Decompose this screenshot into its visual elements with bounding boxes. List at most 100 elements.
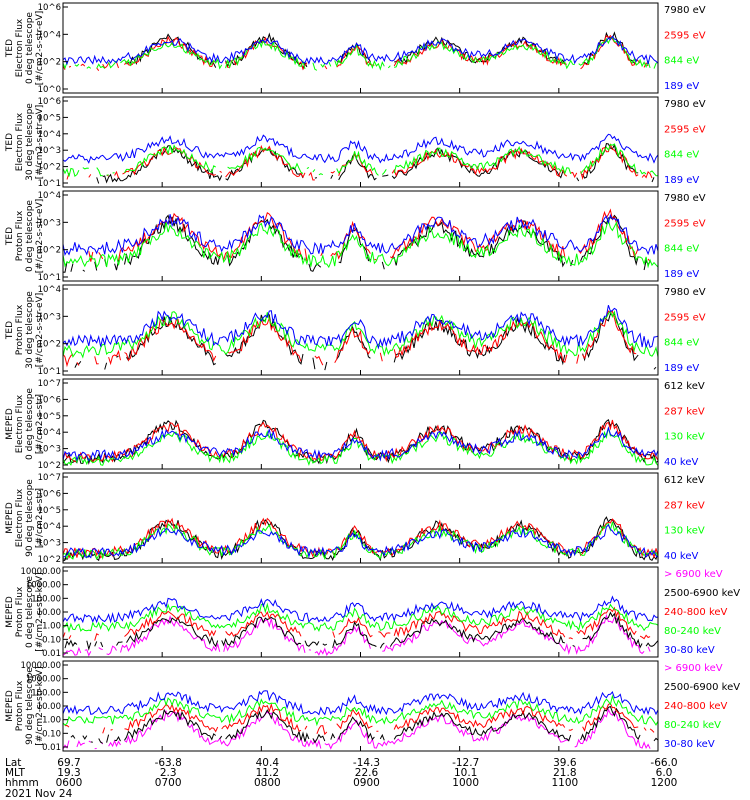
panel-7: 0.01 0.10 1.00 10.00 100.00 1000.00 10000.00 ME…: [5, 566, 740, 659]
footer-mlt-value: 6.0: [656, 767, 673, 779]
y-tick-label: 10^6: [38, 97, 61, 107]
series-trace-4: [62, 213, 659, 257]
series-trace-2: [64, 611, 659, 651]
y-axis-label: [#/cm2-s-str-eV]: [35, 293, 45, 368]
panel-1: 10^0 10^2 10^4 10^6 TED Electron Flux 0 deg te…: [5, 2, 706, 95]
y-tick-label: 10.00: [37, 608, 61, 618]
legend-entry: 844 eV: [664, 244, 699, 255]
legend-entry: 130 keV: [664, 526, 705, 537]
panel-6: 10^2 10^3 10^4 10^5 10^6 10^7 MEPED Electron Fl…: [5, 472, 705, 565]
legend-entry: 2595 eV: [664, 312, 706, 323]
legend-entry: 7980 eV: [664, 287, 706, 298]
series-trace-4: [62, 133, 659, 164]
legend-entry: 2500-6900 keV: [664, 588, 740, 599]
legend-entry: 240-800 keV: [664, 607, 728, 618]
y-tick-label: 10^1: [38, 273, 61, 283]
y-tick-label: 10^2: [38, 163, 61, 173]
legend-entry: > 6900 keV: [664, 663, 723, 674]
y-axis-label: [#/cm2-s-str-eV]: [35, 199, 45, 274]
y-tick-label: 10^5: [38, 412, 61, 422]
y-axis-label: [#/cm2-s-str]: [35, 488, 45, 548]
series-trace-3: [62, 521, 659, 561]
series-trace-4: [62, 305, 659, 350]
y-tick-label: 10^2: [38, 340, 61, 350]
y-tick-label: 1000.00: [26, 675, 61, 685]
y-axis-label: 0 deg telescope: [25, 576, 35, 648]
y-tick-label: 10^3: [38, 312, 61, 322]
y-tick-label: 10000.00: [20, 567, 61, 577]
y-tick-label: 10^1: [38, 367, 61, 377]
series-trace-1: [97, 144, 658, 184]
legend-entry: 189 eV: [664, 175, 699, 186]
y-tick-label: 10^7: [38, 379, 61, 389]
y-tick-label: 10^3: [38, 218, 61, 228]
series-trace-4: [62, 602, 659, 633]
y-axis-label: TED: [5, 227, 15, 246]
footer-hhmm-value: 0700: [155, 777, 182, 789]
footer-mlt-value: 21.8: [553, 767, 576, 779]
y-tick-label: 10^5: [38, 113, 61, 123]
legend-entry: 30-80 keV: [664, 739, 715, 750]
y-axis-label: MEPED: [5, 690, 15, 722]
series-trace-2: [70, 705, 659, 744]
y-axis-label: 90 deg telescope: [25, 667, 35, 745]
panel-2: 10^1 10^2 10^3 10^4 10^5 10^6 TED Electron Flux…: [5, 96, 706, 189]
y-tick-label: 1000.00: [26, 581, 61, 591]
y-axis-label: Electron Flux: [15, 112, 25, 171]
footer-lat-value: -66.0: [650, 757, 677, 769]
y-tick-label: 10^6: [38, 489, 61, 499]
panel-5: 10^2 10^3 10^4 10^5 10^6 10^7 MEPED Electron Fl…: [5, 378, 705, 471]
legend-entry: 130 keV: [664, 432, 705, 443]
y-axis-label: Proton Flux: [15, 586, 25, 637]
legend-entry: 7980 eV: [664, 193, 706, 204]
legend-entry: 844 eV: [664, 56, 699, 67]
y-tick-label: 100.00: [31, 594, 61, 604]
legend-entry: 2500-6900 keV: [664, 682, 740, 693]
legend-entry: 40 keV: [664, 551, 698, 562]
legend-entry: 2595 eV: [664, 218, 706, 229]
footer-mlt-value: 19.3: [57, 767, 80, 779]
footer-row-label-lat: Lat: [5, 757, 21, 769]
footer-row-label-mlt: MLT: [5, 767, 25, 779]
y-axis-label: TED: [5, 321, 15, 340]
y-axis-label: [#/cm2-s-str-keV]: [35, 572, 45, 651]
y-tick-label: 10^6: [38, 3, 61, 13]
y-axis-label: TED: [5, 39, 15, 58]
legend-entry: 189 eV: [664, 363, 699, 374]
legend-entry: 240-800 keV: [664, 701, 728, 712]
y-axis-label: MEPED: [5, 408, 15, 440]
footer-mlt-value: 2.3: [160, 767, 177, 779]
y-tick-label: 10^4: [38, 522, 61, 532]
series-trace-5: [62, 690, 659, 716]
y-axis-label: MEPED: [5, 502, 15, 534]
y-tick-label: 10^6: [38, 395, 61, 405]
legend-entry: 2595 eV: [664, 124, 706, 135]
y-axis-label: 30 deg telescope: [25, 103, 35, 181]
footer-hhmm-value: 0900: [353, 777, 380, 789]
y-axis-label: MEPED: [5, 596, 15, 628]
series-trace-3: [62, 36, 659, 71]
y-axis-label: Proton Flux: [15, 210, 25, 261]
y-axis-label: 0 deg telescope: [25, 12, 35, 84]
footer-hhmm-value: 1100: [551, 777, 578, 789]
legend-entry: 287 keV: [664, 406, 705, 417]
y-tick-label: 1.00: [42, 622, 61, 632]
series-trace-3: [62, 143, 659, 177]
legend-entry: 612 keV: [664, 381, 705, 392]
y-axis-label: Electron Flux: [15, 394, 25, 453]
y-tick-label: 0.01: [42, 743, 61, 753]
y-tick-label: 10^2: [38, 58, 61, 68]
legend-entry: 844 eV: [664, 150, 699, 161]
y-tick-label: 10^3: [38, 539, 61, 549]
y-tick-label: 10^0: [38, 85, 61, 95]
footer-lat-value: 40.4: [256, 757, 280, 769]
legend-entry: 80-240 keV: [664, 626, 721, 637]
legend-entry: 80-240 keV: [664, 720, 721, 731]
footer-mlt-value: 11.2: [256, 767, 279, 779]
legend-entry: 30-80 keV: [664, 645, 715, 656]
series-trace-1: [127, 33, 651, 69]
panel-3: 10^1 10^2 10^3 10^4 TED Proton Flux 0 deg tele…: [5, 190, 706, 283]
series-trace-5: [62, 595, 659, 624]
